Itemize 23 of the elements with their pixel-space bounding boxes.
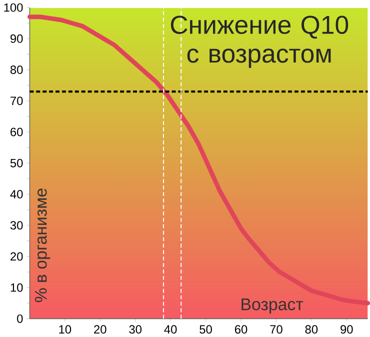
y-tick-label: 30 bbox=[10, 221, 23, 230]
y-tick-label: 20 bbox=[10, 252, 23, 261]
text: Снижение Q10 с возрастом bbox=[170, 16, 348, 68]
x-tick-label: 40 bbox=[164, 325, 177, 334]
y-tick-label: 80 bbox=[10, 66, 23, 74]
y-tick-label: 0 bbox=[17, 314, 23, 323]
x-tick-label: 80 bbox=[305, 325, 318, 334]
x-tick-label: 90 bbox=[340, 325, 353, 334]
y-tick-label: 90 bbox=[10, 34, 23, 43]
y-tick-label: 70 bbox=[10, 96, 23, 106]
y-tick-label: 100 bbox=[4, 3, 23, 12]
y-tick-label: 40 bbox=[10, 190, 23, 198]
y-tick-label: 10 bbox=[10, 283, 23, 292]
y-tick-label: 60 bbox=[10, 128, 23, 136]
y-axis-title: % в организме bbox=[34, 188, 50, 302]
x-tick-label: 60 bbox=[234, 325, 248, 334]
x-tick-label: 20 bbox=[94, 325, 106, 334]
x-axis-title: Возраст bbox=[242, 298, 304, 314]
x-tick-label: 70 bbox=[270, 325, 282, 334]
x-tick-label: 30 bbox=[129, 325, 142, 334]
x-tick-label: 10 bbox=[59, 325, 72, 334]
y-tick-label: 50 bbox=[10, 158, 23, 168]
x-tick-label: 50 bbox=[200, 325, 212, 334]
